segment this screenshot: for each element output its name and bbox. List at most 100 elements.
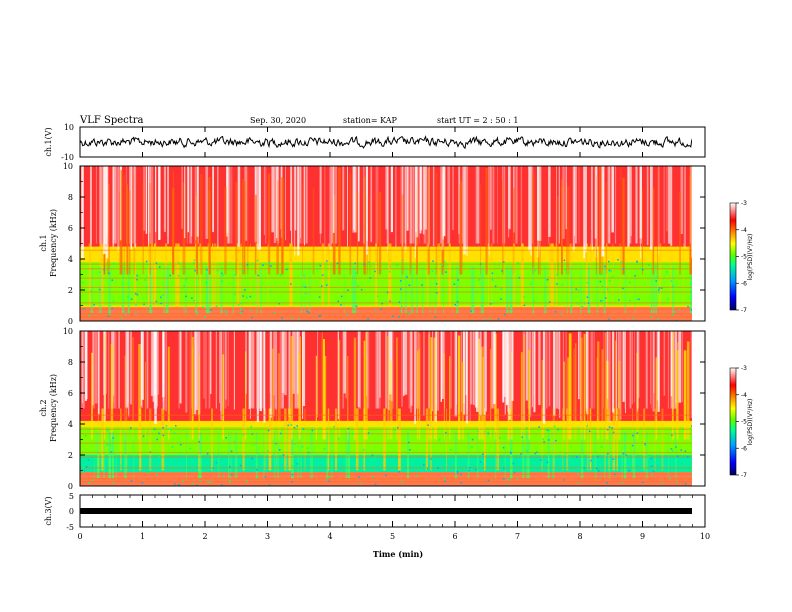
spectro-streak bbox=[548, 331, 551, 407]
spectro-streak bbox=[132, 166, 135, 244]
spectro-streak bbox=[352, 166, 355, 233]
spectro-streak bbox=[412, 266, 413, 314]
spectro-speck bbox=[564, 268, 566, 271]
spectro-speck bbox=[479, 461, 482, 463]
spectro-speck bbox=[546, 429, 549, 431]
spectro-streak bbox=[652, 266, 655, 314]
spectro-speck bbox=[658, 291, 660, 293]
spectro-streak bbox=[248, 331, 250, 410]
spectro-streak bbox=[354, 166, 357, 233]
time-axis-ticks: 0 1 2 3 4 5 6 7 8 9 10 bbox=[77, 495, 710, 541]
spectro-streak bbox=[104, 333, 106, 440]
spectro-streak bbox=[512, 188, 515, 275]
spectro-streak bbox=[224, 331, 227, 409]
spectro-speck bbox=[215, 305, 218, 308]
spectro-streak bbox=[404, 331, 408, 395]
spectro-streak bbox=[200, 243, 201, 306]
spectro-streak bbox=[112, 331, 115, 396]
ch1-waveform-trace bbox=[80, 135, 692, 150]
spectro-speck bbox=[170, 428, 172, 431]
spectro-streak bbox=[112, 166, 115, 247]
spectro-speck bbox=[247, 467, 249, 470]
spectro-streak bbox=[579, 331, 582, 421]
spectro-streak bbox=[255, 431, 258, 479]
spectro-streak bbox=[432, 331, 434, 412]
spectro-streak bbox=[256, 331, 259, 422]
spectro-streak bbox=[351, 266, 354, 314]
spectro-streak bbox=[234, 431, 238, 479]
spectro-speck bbox=[93, 304, 95, 306]
spectro-speck bbox=[213, 452, 216, 454]
spectro-streak bbox=[191, 348, 194, 440]
spectro-streak bbox=[430, 408, 432, 471]
spectro-speck bbox=[588, 469, 591, 471]
spectro-speck bbox=[318, 315, 320, 317]
spectro-speck bbox=[456, 472, 459, 474]
spectro-speck bbox=[513, 471, 516, 474]
spectro-streak bbox=[646, 166, 649, 246]
spectro-speck bbox=[401, 306, 403, 308]
spectro-speck bbox=[586, 425, 588, 427]
spectro-speck bbox=[600, 446, 603, 448]
spectro-speck bbox=[456, 300, 459, 303]
spectro-tone-line bbox=[80, 313, 692, 315]
spectro-speck bbox=[607, 453, 609, 455]
spectro-speck bbox=[144, 279, 146, 281]
spectro-speck bbox=[257, 274, 259, 277]
spectro-speck bbox=[546, 461, 549, 464]
spectro-streak bbox=[482, 266, 484, 314]
spectro-speck bbox=[135, 313, 137, 315]
spectro-speck bbox=[371, 454, 374, 457]
spectro-streak bbox=[679, 192, 681, 275]
spectro-streak bbox=[652, 187, 655, 275]
spectro-streak bbox=[552, 431, 555, 479]
spectro-speck bbox=[256, 469, 258, 471]
spectro-speck bbox=[280, 274, 282, 276]
spectro-speck bbox=[517, 262, 519, 264]
spectro-streak bbox=[630, 166, 632, 236]
spectro-speck bbox=[438, 439, 441, 441]
spectro-streak bbox=[271, 348, 274, 440]
spectro-speck bbox=[108, 444, 111, 447]
time-tick-label: 3 bbox=[265, 532, 270, 541]
spectro-streak bbox=[103, 331, 106, 422]
spectro-streak bbox=[299, 336, 301, 440]
spectro-speck bbox=[491, 272, 494, 274]
spectro-speck bbox=[398, 316, 400, 318]
spectro-streak bbox=[410, 266, 412, 314]
spectro-streak bbox=[189, 166, 191, 244]
spectro-speck bbox=[400, 466, 402, 469]
spectro-speck bbox=[589, 430, 591, 433]
spectro-speck bbox=[389, 265, 392, 268]
spectro-streak bbox=[619, 331, 622, 420]
spectro-speck bbox=[193, 262, 195, 264]
spectro-streak bbox=[449, 356, 451, 440]
spectro-streak bbox=[287, 408, 289, 471]
spectro-streak bbox=[230, 166, 233, 244]
spectro-speck bbox=[554, 311, 557, 313]
spectro-speck bbox=[264, 476, 267, 478]
spectro-speck bbox=[239, 441, 242, 444]
spectro-streak bbox=[422, 166, 425, 235]
spectro-speck bbox=[471, 446, 473, 448]
spectro-streak bbox=[181, 166, 183, 229]
spectro-streak bbox=[379, 331, 381, 409]
spectro-streak bbox=[434, 331, 437, 422]
spectro-streak bbox=[284, 408, 287, 471]
spectro-speck bbox=[355, 305, 358, 307]
spectro-streak bbox=[611, 166, 614, 233]
spectro-speck bbox=[601, 300, 603, 302]
spectro-speck bbox=[136, 278, 138, 281]
spectro-streak bbox=[406, 166, 409, 231]
spectro-speck bbox=[590, 459, 592, 462]
spectro-streak bbox=[505, 331, 509, 406]
spectro-streak bbox=[187, 166, 189, 233]
spectro-streak bbox=[503, 331, 506, 397]
time-tick-label: 5 bbox=[390, 532, 395, 541]
spectro-speck bbox=[207, 468, 210, 470]
spectro-speck bbox=[352, 433, 354, 435]
spectro-speck bbox=[518, 277, 520, 279]
spectro-streak bbox=[573, 348, 575, 440]
spectro-streak bbox=[392, 331, 394, 409]
spectro-streak bbox=[509, 331, 512, 409]
